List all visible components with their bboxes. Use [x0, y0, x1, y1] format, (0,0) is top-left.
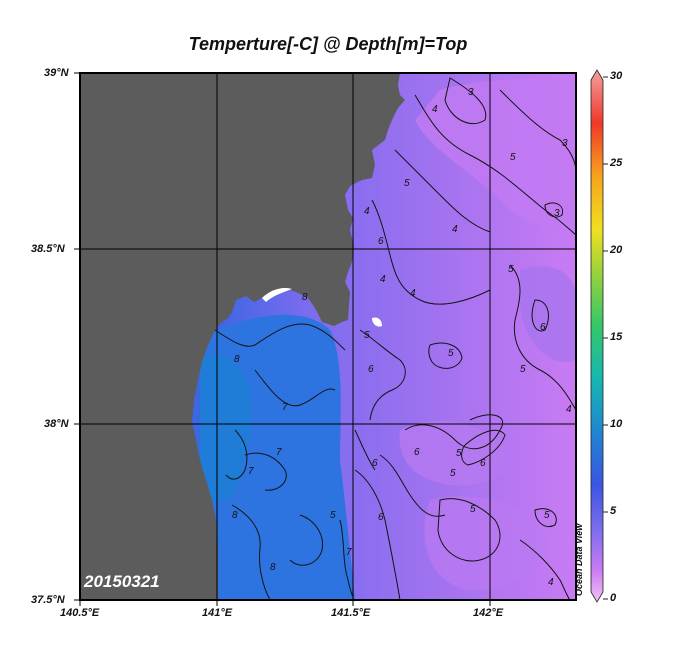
- contour-label: 5: [364, 330, 370, 341]
- contour-label: 4: [380, 274, 386, 285]
- contour-label: 3: [468, 87, 474, 98]
- contour-label: 7: [282, 402, 288, 413]
- colorbar-label-10: 10: [610, 418, 623, 430]
- colorbar: [590, 69, 608, 603]
- contour-label: 5: [470, 504, 476, 515]
- map-title: Temperture[-C] @ Depth[m]=Top: [188, 34, 468, 54]
- contour-label: 5: [448, 348, 454, 359]
- colorbar-label-25: 25: [610, 157, 623, 169]
- grid-lines: [80, 73, 576, 600]
- contour-label: 5: [508, 264, 514, 275]
- contour-label: 8: [234, 354, 240, 365]
- lat-label-39: 39°N: [44, 67, 69, 79]
- contour-labels: 3 4 3 5 5 4 3 4 6 5 4 6 5 4 5 5 6 4 6 5 …: [232, 87, 572, 588]
- contour-label: 4: [410, 288, 416, 299]
- colorbar-label-5: 5: [610, 505, 617, 517]
- land-mass: [80, 73, 405, 600]
- contour-label: 6: [372, 458, 378, 469]
- contour-label: 4: [432, 104, 438, 115]
- contour-label: 3: [562, 138, 568, 149]
- lat-label-37-5: 37.5°N: [31, 594, 65, 606]
- contour-label: 6: [368, 364, 374, 375]
- lon-label-142: 142°E: [473, 607, 504, 619]
- contour-label: 7: [248, 466, 254, 477]
- contour-label: 6: [378, 236, 384, 247]
- contour-label: 5: [450, 468, 456, 479]
- contour-label: 6: [540, 322, 546, 333]
- lon-label-141: 141°E: [202, 607, 233, 619]
- contour-label: 5: [456, 448, 462, 459]
- contour-label: 6: [414, 447, 420, 458]
- contour-label: 6: [378, 512, 384, 523]
- colorbar-label-20: 20: [610, 244, 623, 256]
- lat-label-38: 38°N: [44, 418, 69, 430]
- map-frame: [79, 72, 577, 601]
- contour-label: 7: [276, 447, 282, 458]
- contour-lines: [214, 77, 576, 600]
- lon-label-141-5: 141.5°E: [331, 607, 371, 619]
- contour-label: 8: [232, 510, 238, 521]
- island: [372, 317, 382, 327]
- colorbar-label-0: 0: [610, 592, 617, 604]
- colorbar-label-15: 15: [610, 331, 623, 343]
- contour-label: 8: [302, 292, 308, 303]
- cold-patch: [415, 78, 576, 240]
- island: [262, 288, 292, 302]
- contour-label: 4: [452, 224, 458, 235]
- contour-label: 5: [404, 178, 410, 189]
- warm-core: [200, 354, 252, 500]
- colorbar-bar: [590, 69, 604, 603]
- lat-label-38-5: 38.5°N: [31, 243, 65, 255]
- colorbar-label-30: 30: [610, 70, 623, 82]
- cold-patch: [424, 496, 546, 590]
- contour-label: 4: [566, 404, 572, 415]
- contour-label: 5: [330, 510, 336, 521]
- odv-watermark: Ocean Data View: [574, 523, 584, 596]
- contour-label: 4: [548, 577, 554, 588]
- contour-label: 8: [270, 562, 276, 573]
- cold-patch: [399, 421, 510, 486]
- contour-label: 5: [544, 510, 550, 521]
- contour-label: 5: [510, 152, 516, 163]
- contour-label: 4: [364, 206, 370, 217]
- lon-label-140-5: 140.5°E: [60, 607, 100, 619]
- contour-label: 3: [554, 208, 560, 219]
- date-stamp: 20150321: [84, 572, 160, 591]
- contour-label: 7: [346, 547, 352, 558]
- contour-label: 5: [520, 364, 526, 375]
- contour-label: 6: [480, 458, 486, 469]
- tick-marks: [74, 72, 491, 606]
